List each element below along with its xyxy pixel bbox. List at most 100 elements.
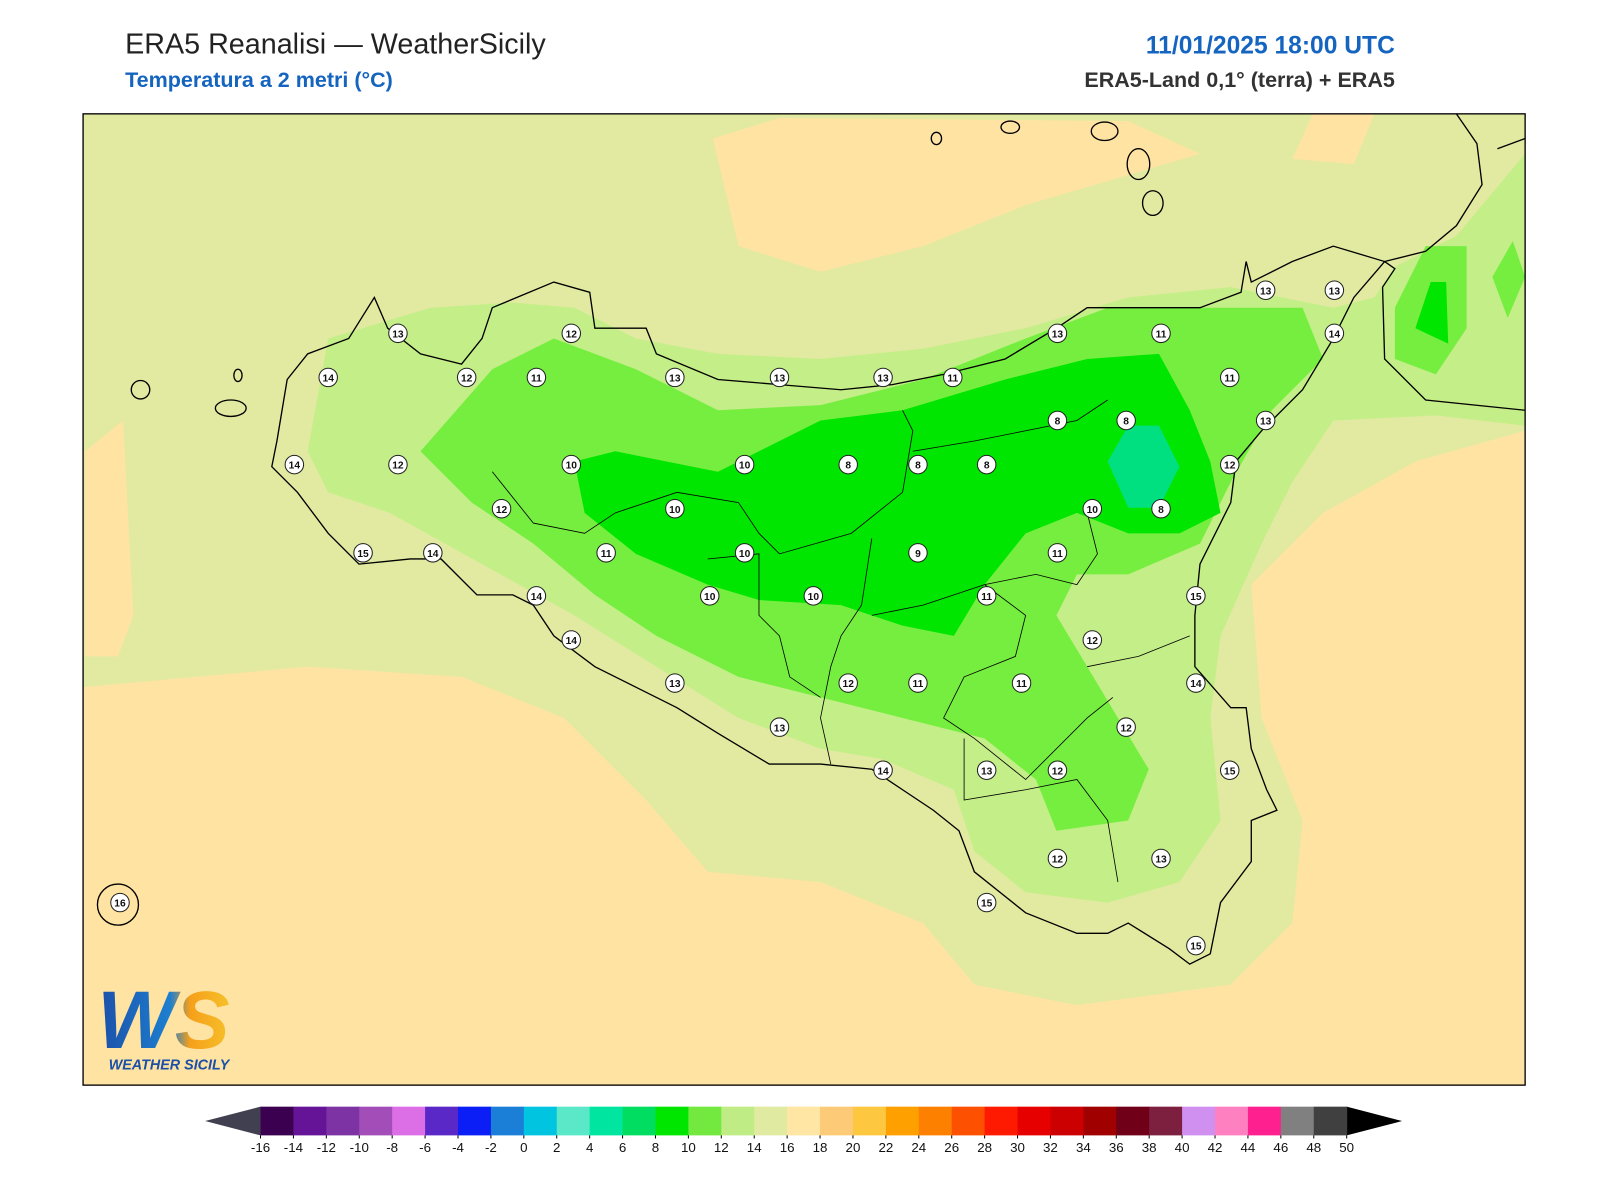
station-value: 10 (704, 592, 716, 603)
station: 13 (976, 760, 997, 780)
station-value: 10 (669, 505, 681, 516)
colorbar-bin (852, 1106, 887, 1136)
colorbar-bin (918, 1106, 953, 1136)
station-marker (526, 586, 547, 606)
station-marker (561, 323, 582, 344)
station-value: 12 (1052, 855, 1064, 866)
station-marker (943, 367, 963, 388)
title: ERA5 Reanalisi — WeatherSicily (125, 28, 546, 60)
station-marker (769, 367, 790, 388)
station-value: 14 (323, 374, 335, 385)
colorbar-bin (721, 1106, 755, 1136)
station-marker (1186, 586, 1206, 606)
colorbar-bin (1149, 1106, 1183, 1136)
station-marker (1011, 673, 1032, 693)
station: 11 (1151, 323, 1171, 344)
colorbar-bin (1083, 1106, 1117, 1136)
station: 14 (561, 630, 582, 650)
station: 13 (1255, 280, 1276, 300)
station-value: 14 (877, 766, 889, 777)
datetime: 11/01/2025 18:00 UTC (1146, 32, 1395, 59)
station: 14 (1186, 673, 1206, 693)
source: ERA5-Land 0,1° (terra) + ERA5 (1084, 68, 1395, 92)
station: 10 (700, 586, 720, 606)
station: 16 (110, 892, 130, 913)
station-value: 14 (531, 592, 543, 603)
station-value: 12 (392, 461, 404, 472)
colorbar-bin (754, 1106, 788, 1136)
colorbar-tick-label: -16 (251, 1140, 270, 1155)
station: 13 (1255, 410, 1276, 431)
subtitle: Temperatura a 2 metri (°C) (125, 68, 393, 92)
colorbar-tick-label: 4 (586, 1140, 594, 1155)
colorbar-bin (1247, 1106, 1282, 1136)
station: 13 (1324, 280, 1345, 300)
colorbar-tick-label: 20 (846, 1140, 861, 1155)
map-frame (82, 113, 1526, 1086)
station-marker (769, 717, 790, 737)
station-marker (284, 454, 305, 475)
colorbar-extend-low (205, 1106, 261, 1136)
station-value: 13 (877, 374, 889, 385)
station-value: 8 (1158, 505, 1164, 516)
station-marker (456, 367, 477, 388)
station: 14 (423, 543, 443, 563)
station-value: 15 (357, 549, 369, 560)
station-marker (976, 760, 997, 780)
station-value: 14 (289, 461, 301, 472)
station-marker (596, 543, 616, 563)
station-marker (1151, 323, 1171, 344)
station-marker (1186, 673, 1206, 693)
station-value: 14 (1329, 329, 1341, 340)
colorbar-tick-label: 0 (520, 1140, 527, 1155)
station: 12 (838, 673, 858, 693)
colorbar: -16 -14 -12 -10 -8 -6 -4 -2 0 2 4 6 8 10 12 14 16 18 20 22 2… (205, 1106, 1403, 1155)
station-value: 10 (808, 592, 820, 603)
station-marker (1047, 760, 1068, 780)
colorbar-bin (359, 1106, 393, 1136)
station: 12 (1116, 717, 1136, 737)
station-value: 10 (566, 461, 578, 472)
station-marker (561, 454, 582, 475)
station: 15 (1219, 760, 1240, 780)
station-value: 11 (1224, 374, 1235, 385)
station-marker (1219, 760, 1240, 780)
colorbar-bin (1280, 1106, 1315, 1136)
colorbar-tick-label: 34 (1076, 1140, 1091, 1155)
station-value: 8 (845, 461, 851, 472)
station: 15 (976, 892, 997, 913)
station-value: 11 (531, 374, 542, 385)
station: 12 (1219, 454, 1240, 475)
colorbar-tick-label: -14 (284, 1140, 304, 1155)
station-value: 10 (739, 461, 751, 472)
colorbar-tick-label: 30 (1010, 1140, 1025, 1155)
colorbar-bin (326, 1106, 360, 1136)
station-marker (561, 630, 582, 650)
station: 14 (284, 454, 305, 475)
station: 11 (943, 367, 963, 388)
station-value: 14 (1190, 679, 1202, 690)
colorbar-tick-label: 18 (813, 1140, 828, 1155)
station-value: 13 (669, 679, 681, 690)
station-marker (491, 498, 512, 519)
station-marker (1047, 848, 1068, 869)
colorbar-tick-label: 46 (1273, 1140, 1288, 1155)
station-value: 12 (1087, 636, 1099, 647)
station-value: 12 (1052, 766, 1064, 777)
station-marker (665, 673, 685, 693)
colorbar-tick-label: 10 (681, 1140, 696, 1155)
station: 11 (596, 543, 616, 563)
colorbar-tick-label: 36 (1109, 1140, 1124, 1155)
station-value: 15 (1190, 942, 1202, 953)
station: 11 (526, 367, 547, 388)
station-marker (873, 760, 893, 780)
station-value: 9 (915, 549, 921, 560)
colorbar-tick-label: 24 (911, 1140, 926, 1155)
field-16-18 (83, 113, 1526, 1086)
station-value: 12 (461, 374, 473, 385)
station-value: 13 (1329, 286, 1341, 297)
colorbar-tick-label: -2 (485, 1140, 497, 1155)
station: 10 (1082, 498, 1103, 519)
station-marker (665, 367, 685, 388)
station: 8 (908, 454, 928, 475)
